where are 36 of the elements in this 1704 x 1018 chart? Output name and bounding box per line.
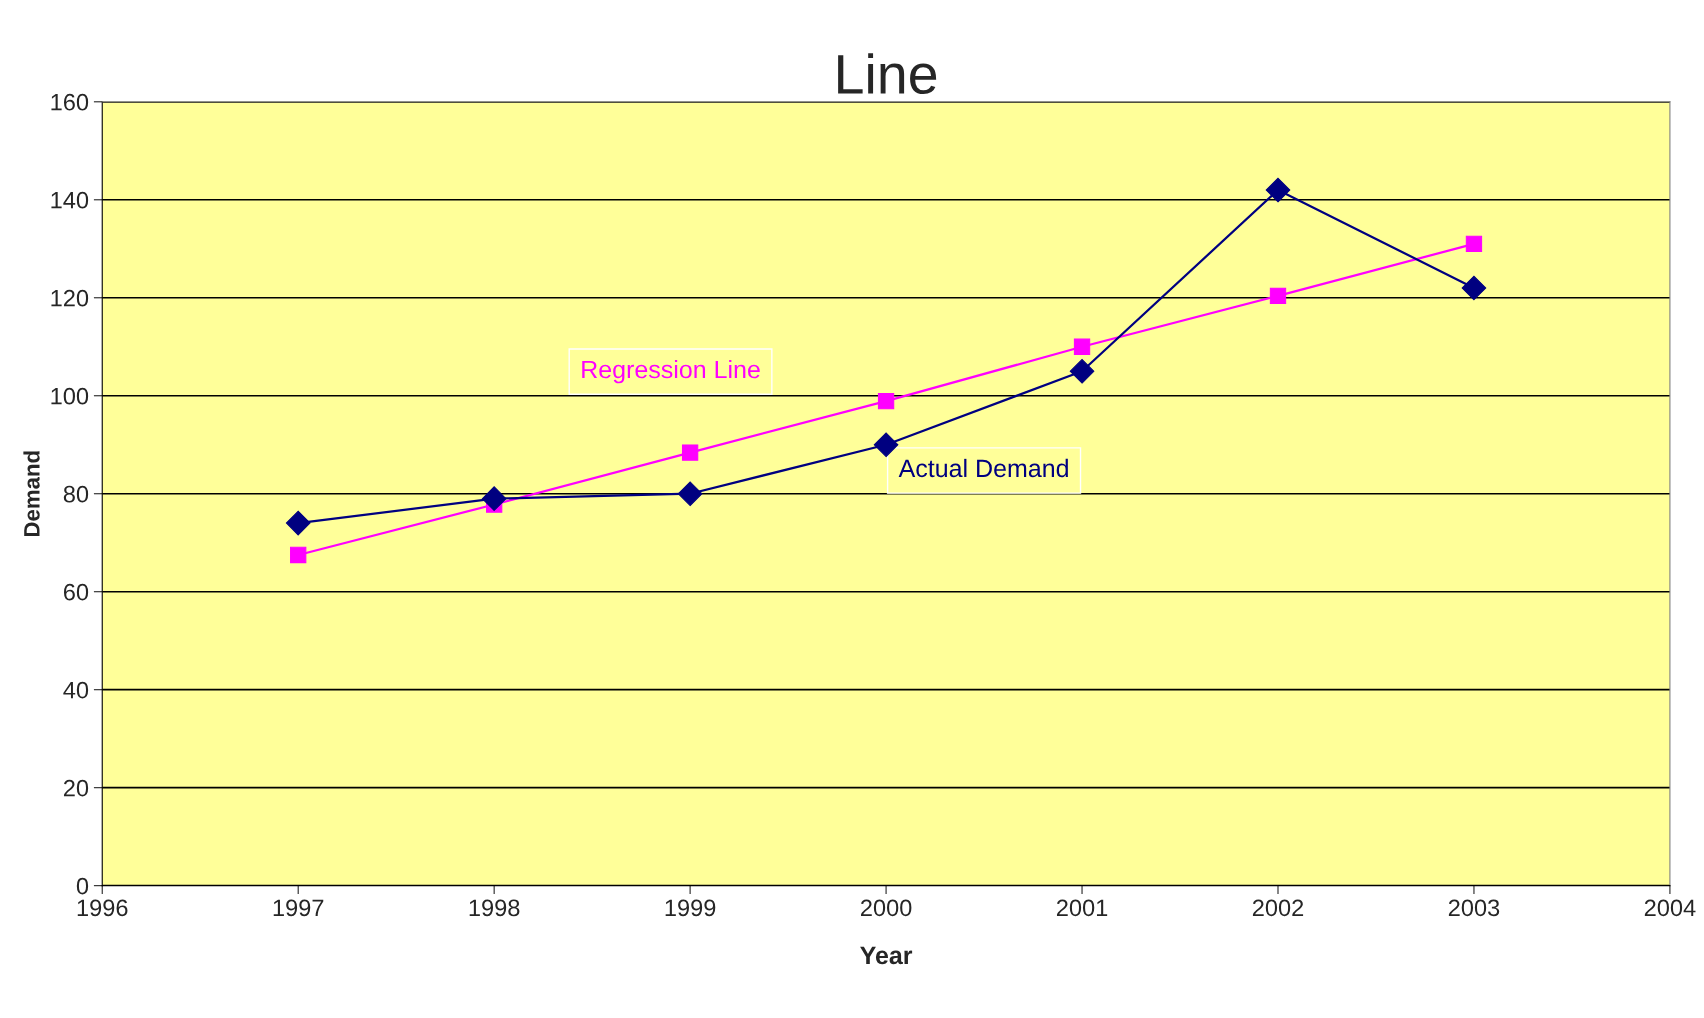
point [681,444,699,461]
chart-title: Line [838,53,937,95]
x-tick-label: 1999 [665,899,716,917]
point [1265,177,1291,203]
y-axis-title: Demand [23,451,40,537]
x-axis-title: Year [860,946,913,965]
point [285,510,311,536]
point [1461,275,1487,301]
x-tick-label: 1998 [469,899,520,917]
y-tick-label: 80 [63,485,89,503]
point [1269,287,1287,304]
x-tick-label: 2001 [1056,899,1108,917]
x-tick-label: 1996 [77,899,128,917]
x-tick-label: 2002 [1252,899,1304,917]
point [877,392,895,410]
series-label: Regression Line [582,360,760,384]
y-tick-label: 40 [63,681,89,699]
x-tick-label: 1997 [273,899,324,917]
point [873,432,899,458]
point [1069,358,1095,384]
x-tick-label: 2003 [1448,899,1500,917]
x-tick-label: 2004 [1644,899,1696,917]
x-tick-label: 2000 [861,899,912,917]
point [481,486,507,511]
y-tick-label: 60 [63,583,89,601]
point [677,481,703,507]
y-tick-label: 120 [51,289,89,307]
y-tick-label: 20 [63,779,89,797]
point [1073,338,1091,355]
y-tick-label: 100 [51,387,89,405]
y-tick-label: 140 [51,191,89,209]
y-tick-label: 0 [76,877,89,895]
y-tick-label: 160 [51,93,89,111]
point [1465,235,1483,253]
point [290,546,307,564]
series-label: Actual Demand [898,458,1068,478]
